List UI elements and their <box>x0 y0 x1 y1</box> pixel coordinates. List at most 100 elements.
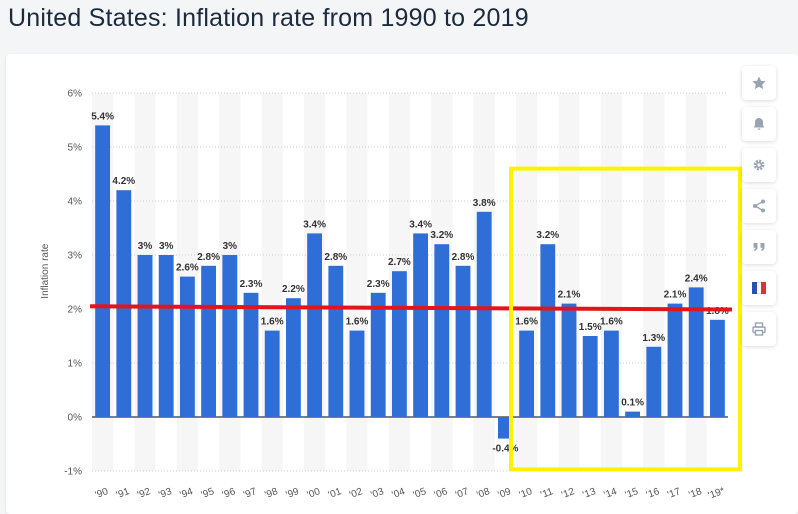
data-label: 2.3% <box>240 279 263 290</box>
data-label: 4.2% <box>112 176 135 187</box>
x-tick-label: '00 <box>306 486 322 501</box>
bar <box>349 330 365 417</box>
y-tick-label: 1% <box>68 359 83 370</box>
x-tick-label: '97 <box>242 486 258 501</box>
data-label: 2.8% <box>452 252 475 263</box>
y-tick-label: 3% <box>68 251 83 262</box>
data-label: 5.4% <box>91 111 114 122</box>
data-label: 3.2% <box>536 230 559 241</box>
bar <box>328 265 344 417</box>
share-icon <box>753 199 765 213</box>
x-tick-label: '06 <box>433 486 449 501</box>
x-tick-label: '99 <box>285 486 301 501</box>
bar <box>95 125 111 418</box>
bar <box>476 211 492 417</box>
x-tick-label: '15 <box>624 486 640 501</box>
x-tick-label: '16 <box>645 486 661 501</box>
x-tick-label: '04 <box>391 486 407 501</box>
bar <box>709 319 725 417</box>
x-tick-label: '92 <box>136 486 152 501</box>
inflation-bar-chart: -1% 0% 1% 2% 3% 4% 5% 6% Inflation rate 5.4% '90 4.… <box>40 89 742 502</box>
x-tick-label: '90 <box>94 486 110 501</box>
x-tick-label: '14 <box>603 486 619 501</box>
x-tick-label: '13 <box>581 486 597 501</box>
data-label: 2.8% <box>197 252 220 263</box>
data-label: 3.8% <box>473 198 496 209</box>
data-label: -0.4% <box>492 444 518 455</box>
data-label: 3% <box>138 241 153 252</box>
y-tick-label: -1% <box>64 467 82 478</box>
bar <box>688 287 704 417</box>
data-label: 1.6% <box>346 317 369 328</box>
bar <box>603 330 619 417</box>
bar <box>264 330 280 417</box>
data-label: 2.6% <box>176 263 199 274</box>
print-button[interactable] <box>742 312 776 346</box>
quote-icon <box>753 243 765 251</box>
x-tick-label: '08 <box>475 486 491 501</box>
x-tick-label: '19* <box>707 486 727 502</box>
bar <box>158 255 174 417</box>
data-label: 2.8% <box>324 252 347 263</box>
flag-france-icon <box>752 282 767 294</box>
data-label: 1.3% <box>642 333 665 344</box>
x-tick-label: '12 <box>560 486 576 501</box>
cite-button[interactable] <box>742 230 776 264</box>
x-tick-label: '09 <box>497 486 513 501</box>
y-tick-label: 6% <box>68 89 83 100</box>
data-label: 1.5% <box>579 322 602 333</box>
y-tick-label: 2% <box>68 305 83 316</box>
y-tick-label: 0% <box>68 413 83 424</box>
x-tick-label: '91 <box>115 486 131 501</box>
x-tick-label: '01 <box>327 486 343 501</box>
x-tick-label: '93 <box>157 486 173 501</box>
bar <box>540 244 556 417</box>
favorite-button[interactable] <box>742 66 776 100</box>
data-label: 2.1% <box>558 290 581 301</box>
bar <box>625 411 641 417</box>
bell-icon <box>753 118 765 130</box>
bar <box>582 336 598 417</box>
star-icon <box>752 76 766 89</box>
reference-line <box>89 304 733 312</box>
highlight-box <box>509 166 742 472</box>
x-tick-label: '03 <box>369 486 385 501</box>
x-tick-label: '11 <box>539 486 555 501</box>
bar <box>646 346 662 417</box>
bar <box>434 244 450 417</box>
x-tick-label: '17 <box>666 486 682 501</box>
chart-card: -1% 0% 1% 2% 3% 4% 5% 6% Inflation rate 5.4% '90 4.… <box>6 54 798 514</box>
notification-button[interactable] <box>742 107 776 141</box>
bar <box>391 271 407 417</box>
x-tick-label: '18 <box>687 486 703 501</box>
data-label: 3% <box>223 241 238 252</box>
data-label: 2.3% <box>367 279 390 290</box>
bar <box>201 265 217 417</box>
gear-icon <box>753 159 765 171</box>
printer-icon <box>752 322 766 336</box>
settings-button[interactable] <box>742 148 776 182</box>
data-label: 1.6% <box>261 317 284 328</box>
x-tick-label: '05 <box>412 486 428 501</box>
bar <box>519 330 535 417</box>
language-button[interactable] <box>742 271 776 305</box>
page-title: United States: Inflation rate from 1990 … <box>8 4 529 32</box>
y-tick-label: 5% <box>68 143 83 154</box>
data-label: 3% <box>159 241 174 252</box>
bar <box>455 265 471 417</box>
bar <box>116 190 132 417</box>
chart-toolbar <box>742 66 778 353</box>
data-label: 1.6% <box>515 317 538 328</box>
data-label: 3.4% <box>303 219 326 230</box>
data-label: 3.2% <box>430 230 453 241</box>
data-label: 0.1% <box>621 398 644 409</box>
data-label: 2.4% <box>685 273 708 284</box>
bar <box>561 303 577 417</box>
x-tick-label: '07 <box>454 486 470 501</box>
bar <box>179 276 195 417</box>
share-button[interactable] <box>742 189 776 223</box>
x-tick-label: '10 <box>518 486 534 501</box>
x-tick-label: '98 <box>263 486 279 501</box>
bar <box>667 303 683 417</box>
data-label: 3.4% <box>409 219 432 230</box>
